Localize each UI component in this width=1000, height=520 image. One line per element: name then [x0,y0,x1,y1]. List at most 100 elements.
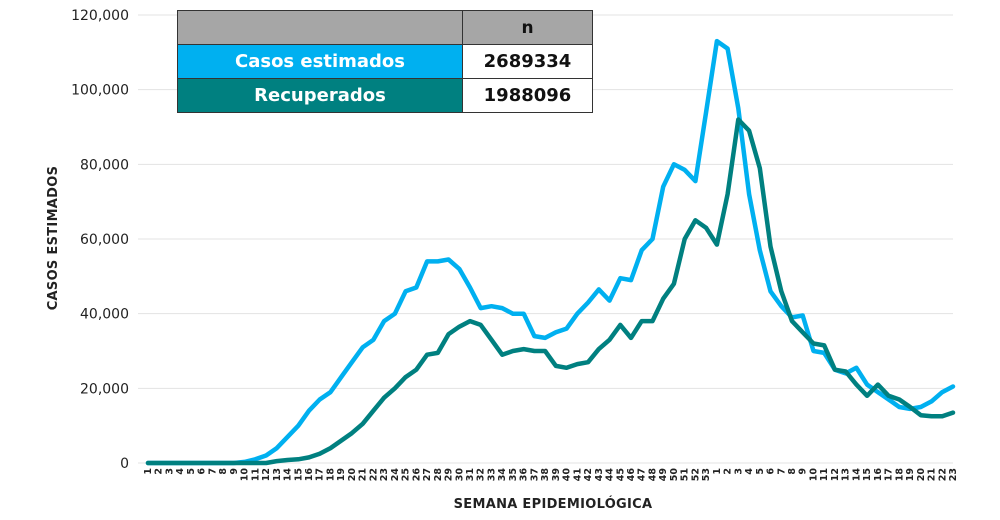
x-tick-label: 2 [154,468,165,475]
x-tick-label: 45 [615,468,626,481]
x-tick-label: 5 [755,468,766,475]
legend-table: n Casos estimados 2689334 Recuperados 19… [177,10,593,113]
legend-header-row: n [177,10,593,45]
y-tick-label: 0 [120,456,129,472]
x-tick-label: 6 [766,468,777,475]
x-tick-label: 15 [293,468,304,481]
x-tick-label: 10 [240,468,251,482]
y-axis-title: CASOS ESTIMADOS [46,166,61,311]
x-tick-label: 37 [529,468,540,481]
series-line-recuperados [145,117,956,466]
x-tick-label: 33 [486,468,497,481]
x-tick-label: 7 [776,468,787,475]
x-tick-label: 21 [927,468,938,481]
x-tick-label: 26 [411,468,422,482]
x-tick-label: 27 [422,468,433,481]
x-tick-label: 29 [444,468,455,481]
x-tick-label: 13 [841,468,852,481]
x-tick-label: 12 [261,468,272,481]
x-tick-label: 35 [508,468,519,481]
legend-value-recuperados: 1988096 [462,78,593,113]
x-tick-label: 19 [905,468,916,481]
x-tick-label: 49 [658,468,669,481]
legend-label-recuperados: Recuperados [177,78,463,113]
x-tick-label: 38 [540,468,551,482]
x-tick-label: 19 [336,468,347,481]
x-tick-label: 51 [680,468,691,481]
x-tick-label: 3 [164,468,175,475]
x-tick-label: 34 [497,468,508,482]
x-tick-label: 17 [884,468,895,481]
y-tick-label: 120,000 [71,8,129,24]
y-tick-label: 40,000 [80,307,129,323]
x-tick-label: 22 [937,468,948,481]
legend-value-casos: 2689334 [462,44,593,79]
y-tick-label: 100,000 [71,83,129,99]
x-axis-title: SEMANA EPIDEMIOLÓGICA [454,496,653,512]
x-tick-label: 9 [229,468,240,475]
y-tick-label: 20,000 [80,381,129,397]
x-tick-label: 18 [325,468,336,482]
x-tick-label: 3 [733,468,744,475]
x-tick-label: 6 [197,468,208,475]
x-tick-label: 8 [218,468,229,475]
x-tick-label: 12 [830,468,841,481]
x-tick-label: 21 [358,468,369,481]
x-tick-label: 2 [723,468,734,475]
x-tick-label: 36 [519,468,530,482]
x-tick-label: 40 [562,468,573,482]
x-tick-label: 9 [798,468,809,475]
x-tick-label: 43 [594,468,605,481]
x-tick-label: 4 [175,468,186,475]
x-tick-label: 11 [819,468,830,481]
x-tick-label: 52 [690,468,701,481]
x-tick-label: 39 [551,468,562,481]
x-tick-label: 20 [916,468,927,482]
x-tick-label: 53 [701,468,712,481]
y-tick-labels: 0 20,000 40,000 60,000 80,000 100,000 120,000 [71,8,129,472]
x-tick-label: 31 [465,468,476,481]
x-tick-label: 22 [368,468,379,481]
x-tick-label: 7 [207,468,218,475]
x-tick-label: 1 [712,468,723,475]
x-tick-label: 46 [626,468,637,482]
x-tick-label: 44 [605,468,616,482]
legend-header-blank [177,10,463,45]
x-tick-label: 14 [283,468,294,482]
x-tick-label: 50 [669,468,680,482]
legend-row-recuperados: Recuperados 1988096 [177,78,593,113]
x-tick-label: 30 [454,468,465,482]
x-tick-label: 41 [572,468,583,481]
x-tick-label: 10 [808,468,819,482]
x-tick-label: 47 [637,468,648,481]
x-tick-label: 32 [476,468,487,481]
x-tick-label: 1 [143,468,154,475]
x-tick-label: 18 [894,468,905,482]
x-tick-label: 24 [390,468,401,482]
x-tick-label: 16 [873,468,884,482]
x-tick-label: 16 [304,468,315,482]
series-lines [145,38,956,466]
x-tick-label: 28 [433,468,444,482]
x-tick-label: 23 [379,468,390,481]
x-tick-label: 20 [347,468,358,482]
x-tick-label: 42 [583,468,594,481]
legend-row-casos: Casos estimados 2689334 [177,44,593,79]
x-tick-label: 14 [851,468,862,482]
legend-label-casos: Casos estimados [177,44,463,79]
x-tick-label: 48 [647,468,658,482]
x-tick-label: 5 [186,468,197,475]
legend-header-n: n [462,10,593,45]
x-tick-label: 17 [315,468,326,481]
x-tick-label: 13 [272,468,283,481]
x-tick-label: 11 [250,468,261,481]
y-tick-label: 60,000 [80,232,129,248]
x-tick-label: 23 [948,468,959,481]
y-tick-label: 80,000 [80,157,129,173]
x-tick-label: 25 [401,468,412,481]
series-line-casos-estimados [145,38,956,466]
x-tick-label: 4 [744,468,755,475]
x-tick-label: 8 [787,468,798,475]
x-tick-labels: 1 2 3 4 5 6 7 8 9 10 11 12 13 14 15 16 17 18 19 20 21 22 23 24 2… [143,468,959,482]
x-tick-label: 15 [862,468,873,481]
